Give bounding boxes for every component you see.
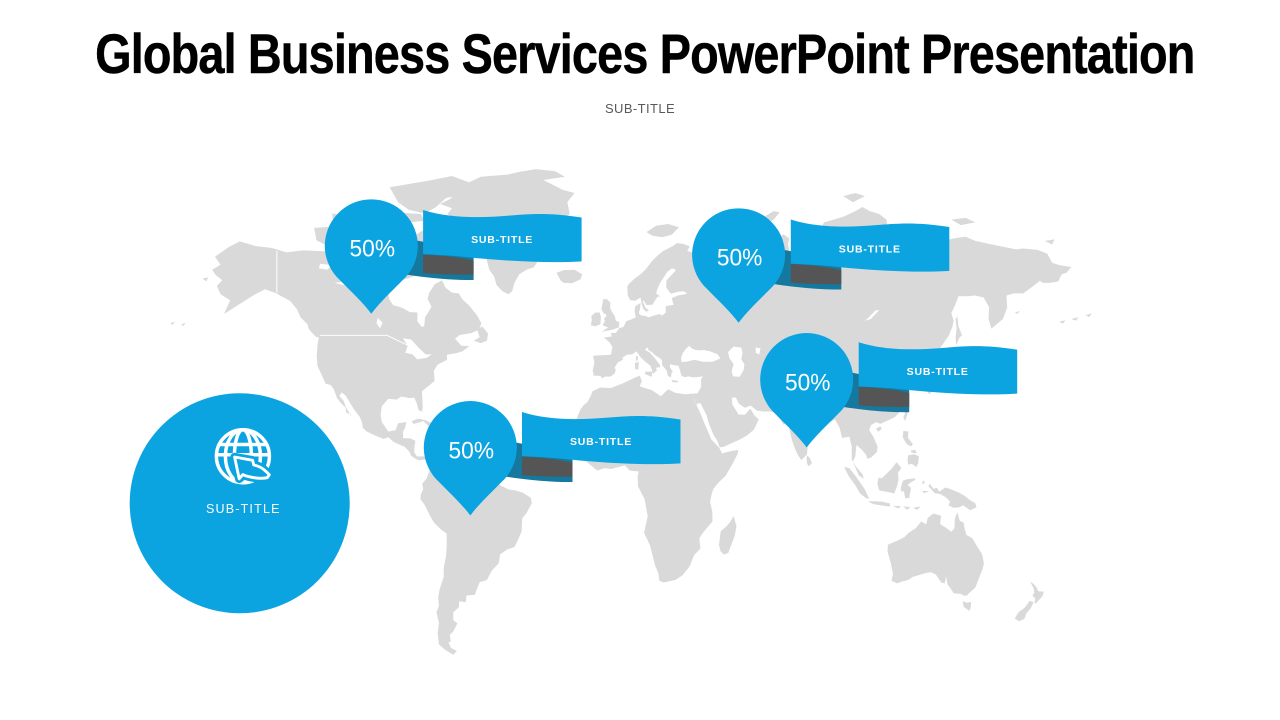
svg-text:50%: 50% [449, 437, 495, 464]
svg-text:50%: 50% [717, 245, 763, 272]
svg-text:SUB-TITLE: SUB-TITLE [907, 366, 969, 378]
svg-text:SUB-TITLE: SUB-TITLE [839, 244, 901, 256]
svg-text:SUB-TITLE: SUB-TITLE [206, 502, 281, 516]
svg-text:50%: 50% [350, 236, 396, 263]
svg-text:50%: 50% [785, 369, 831, 396]
svg-text:SUB-TITLE: SUB-TITLE [471, 234, 533, 246]
svg-text:SUB-TITLE: SUB-TITLE [570, 436, 632, 448]
